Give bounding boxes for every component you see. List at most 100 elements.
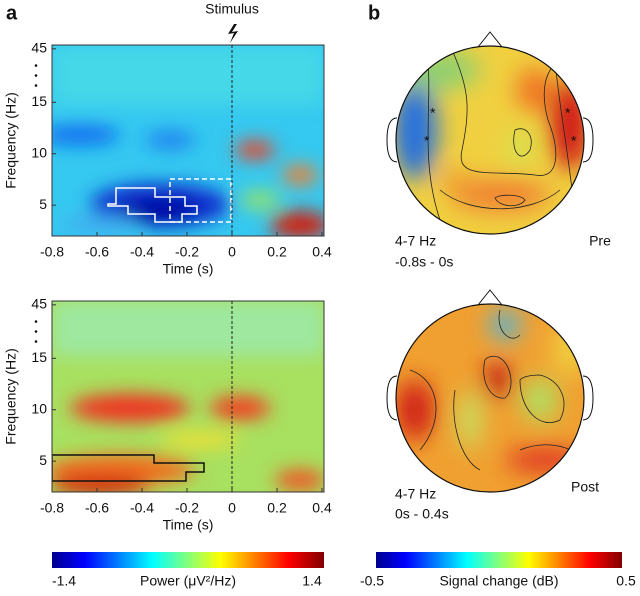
decoration — [396, 80, 437, 180]
heatmap — [52, 301, 324, 492]
decoration — [52, 301, 324, 492]
decoration — [386, 117, 398, 163]
y-axis-label: Frequency (Hz) — [3, 92, 19, 188]
marker: * — [565, 105, 571, 121]
y-axis-label: Frequency (Hz) — [3, 348, 19, 444]
y-tick-label: 10 — [31, 144, 47, 160]
decoration — [145, 131, 195, 149]
decoration — [476, 289, 504, 306]
colorbar — [376, 552, 622, 568]
x-tick-label: -0.8 — [40, 244, 64, 260]
plot-frame — [51, 44, 325, 237]
decoration — [476, 31, 504, 48]
decoration — [386, 375, 398, 421]
x-tick-label: 0.2 — [267, 500, 287, 516]
y-tick-label: 15 — [31, 349, 47, 365]
colorbar-min: -0.5 — [360, 573, 384, 589]
marker: * — [571, 133, 577, 149]
decoration — [52, 125, 120, 145]
colorbar-max: 1.4 — [302, 573, 322, 589]
decoration — [210, 396, 270, 420]
x-tick-label: -0.4 — [130, 244, 154, 260]
decoration — [427, 49, 576, 221]
decoration — [70, 394, 190, 422]
stimulus-label: Stimulus — [205, 1, 259, 17]
axis-break — [34, 74, 38, 77]
decoration — [450, 179, 550, 211]
colorbar-min: -1.4 — [52, 573, 76, 589]
axis-break — [34, 320, 38, 323]
window-label: 0s - 0.4s — [395, 506, 449, 522]
axis-break — [34, 330, 38, 333]
y-tick-label: 10 — [31, 400, 47, 416]
x-tick-label: -0.6 — [85, 244, 109, 260]
panel-label: a — [6, 2, 18, 24]
decoration — [490, 311, 520, 339]
colorbar-label: Power (μV²/Hz) — [140, 573, 236, 589]
axis-break — [34, 64, 38, 67]
colorbar — [52, 552, 324, 568]
condition-label: Post — [571, 479, 599, 495]
decoration — [400, 50, 480, 90]
decoration — [506, 128, 534, 168]
x-tick-label: -0.4 — [130, 500, 154, 516]
decoration — [440, 168, 470, 192]
decoration — [52, 454, 205, 482]
marker: * — [430, 105, 436, 121]
decoration — [484, 362, 512, 398]
decoration — [52, 301, 324, 356]
decoration — [582, 375, 594, 421]
decoration — [517, 68, 553, 112]
topomap — [386, 289, 594, 493]
decoration — [52, 45, 324, 105]
decoration — [270, 211, 324, 236]
decoration — [60, 215, 140, 235]
panel-label: b — [368, 2, 380, 24]
decoration — [396, 46, 584, 234]
x-axis-label: Time (s) — [163, 517, 214, 533]
x-tick-label: 0.4 — [312, 244, 332, 260]
decoration — [396, 50, 584, 211]
y-tick-label: 5 — [39, 196, 47, 212]
decoration — [169, 178, 232, 223]
decoration — [235, 141, 275, 159]
colorbar-label: Signal change (dB) — [439, 573, 558, 589]
decoration — [582, 117, 594, 163]
decoration — [458, 390, 482, 450]
x-tick-label: -0.8 — [40, 500, 64, 516]
decoration — [240, 190, 280, 210]
x-tick-label: 0 — [228, 244, 236, 260]
decoration — [395, 303, 585, 493]
band-label: 4-7 Hz — [395, 486, 436, 502]
decoration — [107, 187, 198, 223]
stimulus-icon — [228, 24, 238, 43]
decoration — [160, 432, 240, 448]
x-tick-label: -0.2 — [175, 500, 199, 516]
x-tick-label: -0.6 — [85, 500, 109, 516]
decoration — [395, 45, 585, 235]
plot-frame — [51, 300, 325, 493]
x-tick-label: -0.2 — [175, 244, 199, 260]
colorbar-max: 0.5 — [616, 573, 636, 589]
axis-break — [34, 84, 38, 87]
marker: * — [424, 133, 430, 149]
topomap: ** ** — [386, 31, 594, 235]
heatmap — [52, 45, 324, 236]
x-tick-label: 0.2 — [267, 244, 287, 260]
decoration — [409, 309, 584, 471]
decoration — [275, 470, 324, 490]
axis-break — [34, 340, 38, 343]
decoration — [522, 378, 558, 422]
y-tick-label: 45 — [31, 296, 47, 312]
decoration — [52, 45, 324, 236]
decoration — [52, 475, 150, 492]
decoration — [282, 165, 318, 185]
window-label: -0.8s - 0s — [395, 254, 453, 270]
x-tick-label: 0 — [228, 500, 236, 516]
x-tick-label: 0.4 — [312, 500, 332, 516]
y-tick-label: 5 — [39, 452, 47, 468]
decoration — [396, 380, 435, 440]
y-tick-label: 45 — [31, 40, 47, 56]
decoration — [505, 448, 584, 472]
